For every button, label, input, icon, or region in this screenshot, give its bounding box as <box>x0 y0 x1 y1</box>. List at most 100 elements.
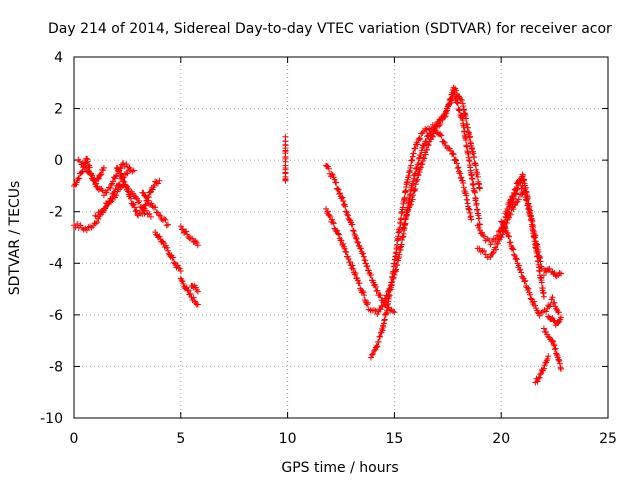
data-point <box>551 342 558 349</box>
data-point <box>377 333 384 340</box>
data-point <box>453 157 460 164</box>
data-point <box>416 168 423 175</box>
data-point <box>343 249 350 256</box>
data-point <box>510 206 517 213</box>
data-point <box>179 278 186 285</box>
data-point <box>130 167 137 174</box>
data-point <box>402 216 409 223</box>
data-point <box>324 208 331 215</box>
data-point <box>417 164 424 171</box>
data-point <box>338 237 345 244</box>
data-point <box>115 166 122 173</box>
data-point <box>144 197 151 204</box>
data-point <box>81 160 88 167</box>
data-point <box>100 164 107 171</box>
data-point <box>388 279 395 286</box>
data-point <box>132 208 139 215</box>
data-point <box>351 271 358 278</box>
data-point <box>194 242 201 249</box>
data-point <box>389 308 396 315</box>
data-point <box>527 291 534 298</box>
data-point <box>340 201 347 208</box>
data-point <box>412 186 419 193</box>
data-points <box>71 84 565 386</box>
data-point <box>190 294 197 301</box>
data-point <box>507 211 514 218</box>
data-point <box>506 214 513 221</box>
data-point <box>485 237 492 244</box>
data-point <box>547 301 554 308</box>
data-point <box>361 292 368 299</box>
data-point <box>534 378 541 385</box>
data-point <box>549 337 556 344</box>
data-point <box>355 239 362 246</box>
data-point <box>558 270 565 277</box>
data-point <box>177 268 184 275</box>
data-point <box>511 251 518 258</box>
data-point <box>425 142 432 149</box>
data-point <box>438 132 445 139</box>
data-point <box>120 160 127 167</box>
data-point <box>78 169 85 176</box>
data-point <box>350 227 357 234</box>
data-point <box>370 350 377 357</box>
data-point <box>139 210 146 217</box>
data-point <box>378 302 385 309</box>
data-point <box>391 309 398 316</box>
data-point <box>412 181 419 188</box>
data-point <box>156 233 163 240</box>
data-point <box>129 200 136 207</box>
data-point <box>446 97 453 104</box>
data-point <box>445 101 452 108</box>
data-point <box>455 164 462 171</box>
data-point <box>148 200 155 207</box>
data-point <box>164 221 171 228</box>
data-point <box>368 351 375 358</box>
data-point <box>421 155 428 162</box>
data-point <box>544 355 551 362</box>
data-point <box>92 220 99 227</box>
data-point <box>540 365 547 372</box>
data-point <box>543 308 550 315</box>
data-point <box>350 228 357 235</box>
data-point <box>143 194 150 201</box>
data-point <box>437 131 444 138</box>
data-point <box>398 215 405 222</box>
data-point <box>101 205 108 212</box>
data-point <box>510 194 517 201</box>
data-point <box>342 208 349 215</box>
data-point <box>133 207 140 214</box>
data-point <box>341 245 348 252</box>
data-point <box>407 162 414 169</box>
data-point <box>376 333 383 340</box>
data-point <box>467 133 474 140</box>
data-point <box>374 287 381 294</box>
data-point <box>525 285 532 292</box>
data-point <box>140 189 147 196</box>
data-point <box>518 269 525 276</box>
data-point <box>517 179 524 186</box>
data-point <box>411 187 418 194</box>
data-point <box>375 338 382 345</box>
data-point <box>539 285 546 292</box>
data-point <box>352 270 359 277</box>
data-point <box>330 220 337 227</box>
data-point <box>538 279 545 286</box>
data-point <box>538 370 545 377</box>
data-point <box>135 199 142 206</box>
data-point <box>156 212 163 219</box>
data-point <box>98 171 105 178</box>
x-tick-label: 15 <box>385 431 403 447</box>
data-point <box>180 280 187 287</box>
data-point <box>449 150 456 157</box>
data-point <box>132 194 139 201</box>
data-point <box>360 289 367 296</box>
data-point <box>187 290 194 297</box>
data-point <box>462 137 469 144</box>
data-point <box>345 212 352 219</box>
data-point <box>122 182 129 189</box>
data-point <box>476 245 483 252</box>
data-point <box>513 255 520 262</box>
data-point <box>86 164 93 171</box>
data-point <box>373 288 380 295</box>
